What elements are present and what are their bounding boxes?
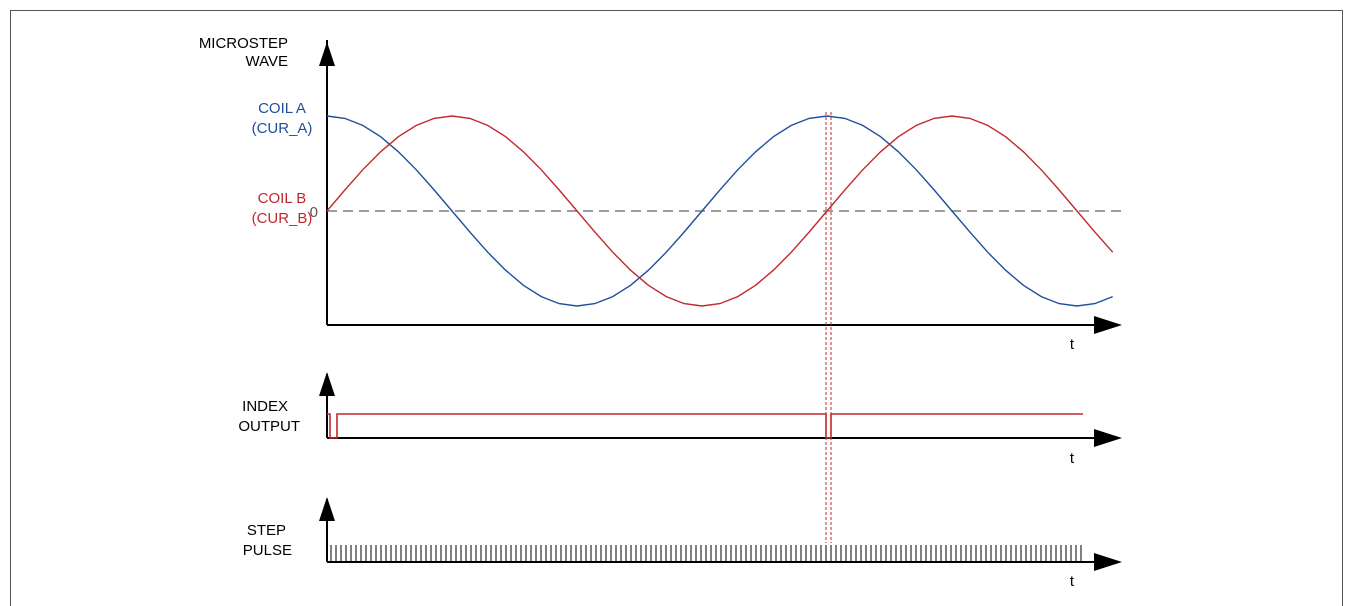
microstep-label-2: WAVE xyxy=(245,53,288,70)
index-x-arrow xyxy=(1094,429,1122,447)
diagram-border xyxy=(10,10,1343,606)
step-label-1: STEP xyxy=(247,522,286,539)
step-panel: STEP PULSE t xyxy=(243,497,1122,590)
index-t-label: t xyxy=(1070,450,1075,467)
index-signal xyxy=(327,413,1083,439)
index-label-1: INDEX xyxy=(242,398,288,415)
step-pulse-train xyxy=(330,545,1082,562)
index-panel: INDEX OUTPUT t xyxy=(238,372,1122,467)
coil-b-label-1: COIL B xyxy=(258,190,307,207)
microstep-y-arrow xyxy=(319,42,335,66)
step-y-arrow xyxy=(319,497,335,521)
microstep-t-label: t xyxy=(1070,336,1075,353)
step-x-arrow xyxy=(1094,553,1122,571)
zero-label: 0 xyxy=(310,204,318,221)
coil-a-label-1: COIL A xyxy=(258,100,306,117)
index-y-arrow xyxy=(319,372,335,396)
coil-b-curve xyxy=(326,115,1114,307)
step-t-label: t xyxy=(1070,573,1075,590)
coil-a-label-2: (CUR_A) xyxy=(252,120,313,137)
microstep-label-1: MICROSTEP xyxy=(199,35,288,52)
microstep-x-arrow xyxy=(1094,316,1122,334)
step-label-2: PULSE xyxy=(243,542,292,559)
index-label-2: OUTPUT xyxy=(238,418,300,435)
coil-a-curve xyxy=(326,115,1113,307)
coil-b-label-2: (CUR_B) xyxy=(252,210,313,227)
microstep-panel: MICROSTEP WAVE COIL A (CUR_A) COIL B (CU… xyxy=(199,35,1125,353)
